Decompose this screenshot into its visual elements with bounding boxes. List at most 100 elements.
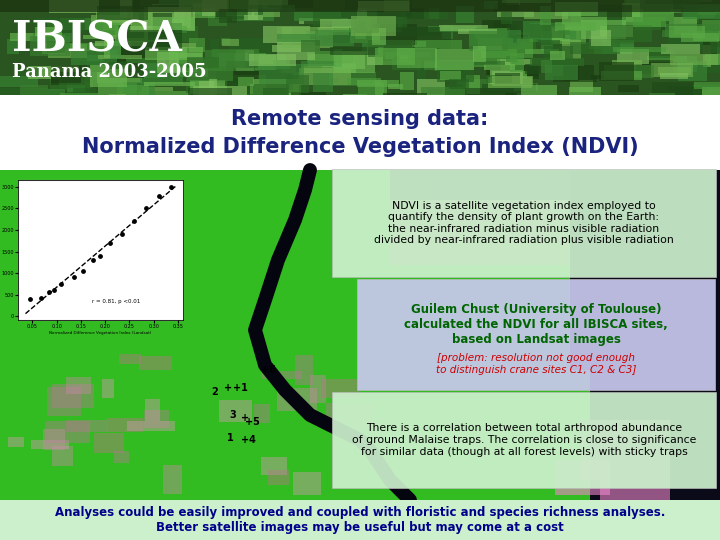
Bar bbox=[677, 56, 697, 72]
Bar bbox=[216, 4, 226, 17]
Bar bbox=[428, 9, 439, 19]
Bar bbox=[624, 99, 634, 113]
Bar bbox=[656, 100, 706, 116]
Bar bbox=[449, 79, 469, 89]
Bar bbox=[558, 30, 570, 35]
Bar bbox=[590, 36, 618, 49]
Bar bbox=[580, 5, 632, 17]
Bar bbox=[328, 72, 377, 86]
Bar bbox=[294, 11, 341, 21]
Bar bbox=[624, 0, 672, 14]
Bar bbox=[215, 3, 252, 19]
Bar bbox=[189, 38, 205, 51]
Bar bbox=[693, 31, 720, 40]
Bar bbox=[564, 65, 580, 81]
Bar bbox=[375, 48, 415, 64]
Bar bbox=[114, 451, 129, 463]
Bar bbox=[226, 62, 258, 68]
Bar bbox=[301, 40, 320, 52]
Bar bbox=[253, 79, 300, 100]
Bar bbox=[358, 83, 384, 99]
Bar bbox=[96, 9, 127, 30]
Bar bbox=[304, 21, 357, 32]
Bar bbox=[678, 61, 708, 81]
Bar bbox=[159, 1, 201, 14]
Bar bbox=[117, 85, 149, 105]
Bar bbox=[59, 73, 93, 89]
Bar bbox=[456, 5, 474, 23]
Bar bbox=[671, 9, 719, 13]
Bar bbox=[351, 16, 396, 36]
Bar bbox=[392, 58, 421, 70]
Bar bbox=[651, 63, 693, 77]
Bar bbox=[210, 39, 219, 57]
Bar bbox=[600, 26, 634, 37]
Bar bbox=[132, 0, 140, 12]
Bar bbox=[27, 65, 80, 79]
Bar bbox=[507, 25, 517, 43]
Bar bbox=[238, 77, 254, 86]
Bar bbox=[199, 80, 214, 96]
Bar bbox=[652, 82, 693, 95]
Bar bbox=[490, 70, 523, 84]
Bar bbox=[645, 98, 688, 116]
Bar bbox=[70, 43, 104, 51]
Bar bbox=[526, 50, 559, 55]
Bar bbox=[469, 30, 521, 46]
Bar bbox=[34, 18, 85, 33]
Bar bbox=[60, 93, 98, 98]
Bar bbox=[562, 11, 607, 30]
Bar bbox=[390, 170, 580, 200]
Bar bbox=[550, 175, 630, 225]
Bar bbox=[672, 4, 720, 14]
Bar bbox=[253, 88, 287, 97]
Bar bbox=[0, 0, 720, 12]
Bar bbox=[253, 84, 289, 102]
Bar bbox=[45, 421, 90, 443]
Bar bbox=[378, 96, 400, 106]
Bar bbox=[244, 15, 263, 20]
Bar bbox=[530, 24, 564, 38]
FancyBboxPatch shape bbox=[332, 169, 716, 277]
Bar bbox=[702, 19, 720, 37]
Bar bbox=[0, 0, 720, 95]
Bar bbox=[129, 37, 175, 42]
Bar bbox=[130, 26, 168, 32]
Bar bbox=[304, 23, 325, 29]
Bar bbox=[163, 68, 197, 72]
Bar bbox=[362, 43, 384, 54]
Point bbox=[140, 204, 152, 213]
Bar bbox=[118, 22, 144, 38]
Bar bbox=[345, 0, 391, 10]
Bar bbox=[249, 0, 288, 5]
Bar bbox=[313, 11, 351, 26]
Bar bbox=[622, 11, 674, 27]
Bar bbox=[261, 371, 302, 380]
Bar bbox=[602, 40, 634, 54]
Bar bbox=[497, 11, 534, 17]
Bar bbox=[521, 85, 557, 97]
Bar bbox=[439, 25, 488, 31]
Bar bbox=[681, 6, 699, 23]
Bar bbox=[123, 82, 155, 101]
Bar bbox=[356, 21, 366, 39]
Bar bbox=[485, 64, 515, 70]
Bar bbox=[153, 99, 197, 106]
Bar bbox=[670, 54, 719, 65]
Bar bbox=[418, 79, 445, 100]
Bar bbox=[379, 17, 402, 32]
Bar bbox=[526, 64, 541, 73]
Bar bbox=[668, 37, 720, 50]
Bar bbox=[86, 56, 103, 70]
Text: Remote sensing data:: Remote sensing data: bbox=[231, 109, 489, 129]
Bar bbox=[48, 44, 87, 58]
Bar bbox=[110, 42, 121, 59]
Bar bbox=[595, 18, 633, 24]
Bar bbox=[383, 93, 427, 108]
Bar bbox=[552, 28, 570, 42]
Bar bbox=[60, 18, 103, 30]
Bar bbox=[152, 13, 172, 29]
Bar bbox=[702, 90, 720, 110]
Bar bbox=[487, 83, 538, 91]
Bar bbox=[505, 35, 528, 42]
